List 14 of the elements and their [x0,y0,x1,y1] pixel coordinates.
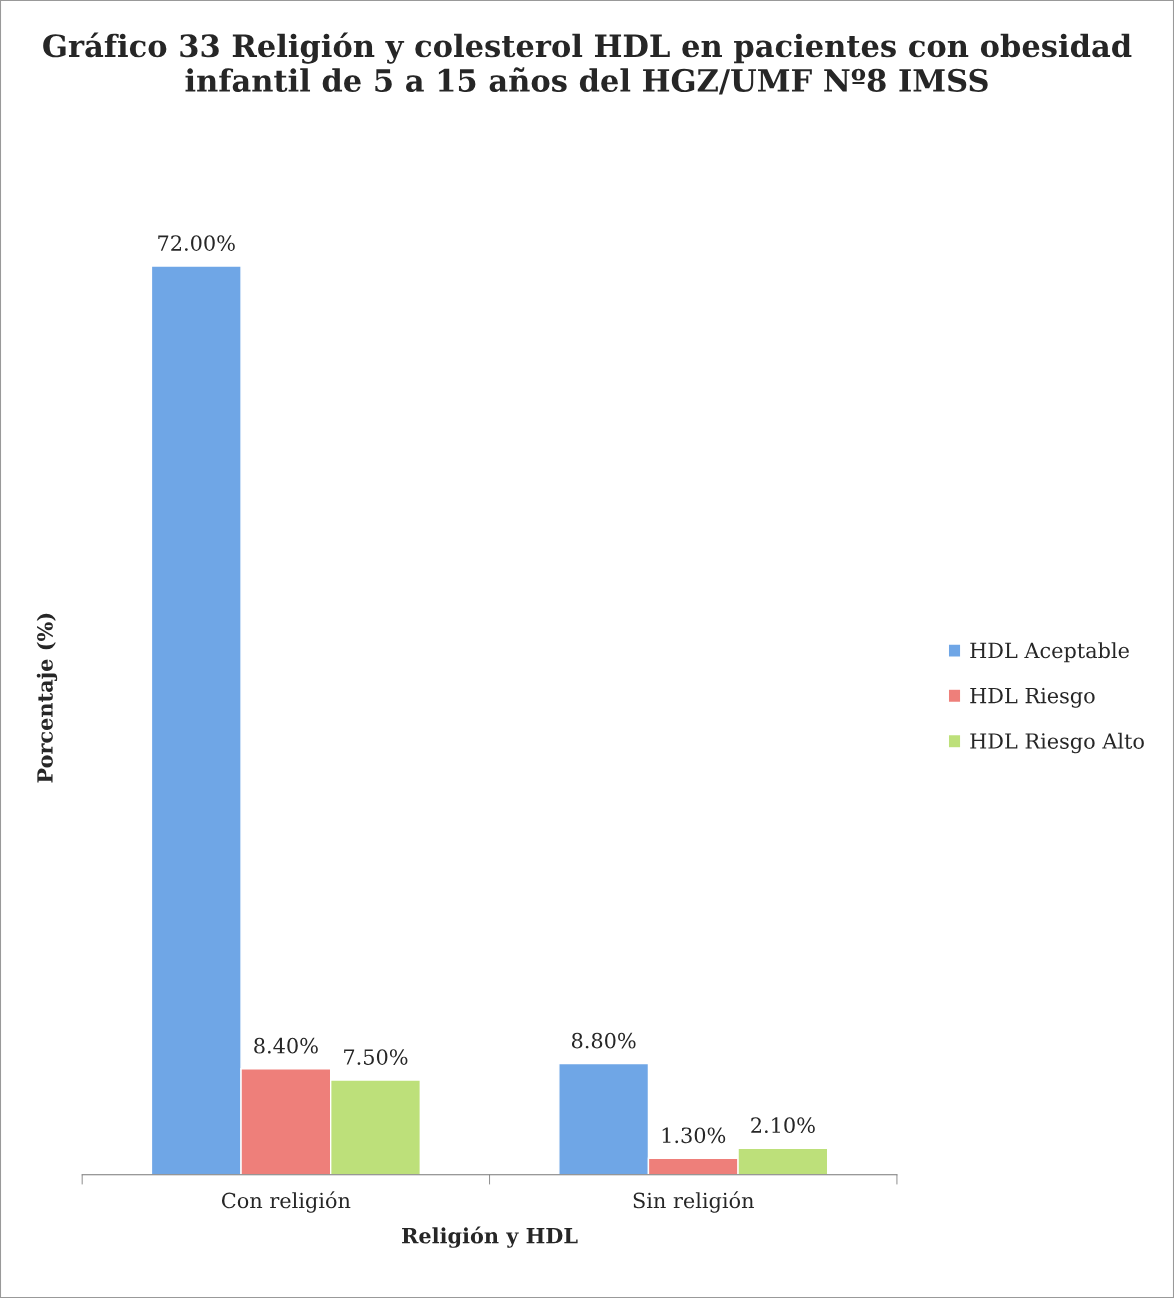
x-tick-label: Con religión [221,1191,351,1213]
data-label: 8.80% [571,1032,636,1049]
data-label: 72.00% [158,235,235,251]
legend-label: HDL Riesgo [970,687,1095,708]
legend-label: HDL Aceptable [970,642,1129,663]
x-tick-label: Sin religión [633,1191,754,1213]
data-label: 2.10% [751,1117,815,1134]
data-label: 7.50% [344,1049,408,1065]
data-label: 1.30% [662,1127,726,1144]
chart-title: Gráfico 33 Religión y colesterol HDL en pacientes con obesidad infantil de 5 a 15 años del HGZ/UMF Nº8 IMSS [43,32,1132,95]
y-axis-title: Porcentaje (%) [36,613,58,783]
x-axis-title: Religión y HDL [402,1226,578,1248]
data-label: 8.40% [254,1037,318,1054]
legend-label: HDL Riesgo Alto [970,732,1144,754]
